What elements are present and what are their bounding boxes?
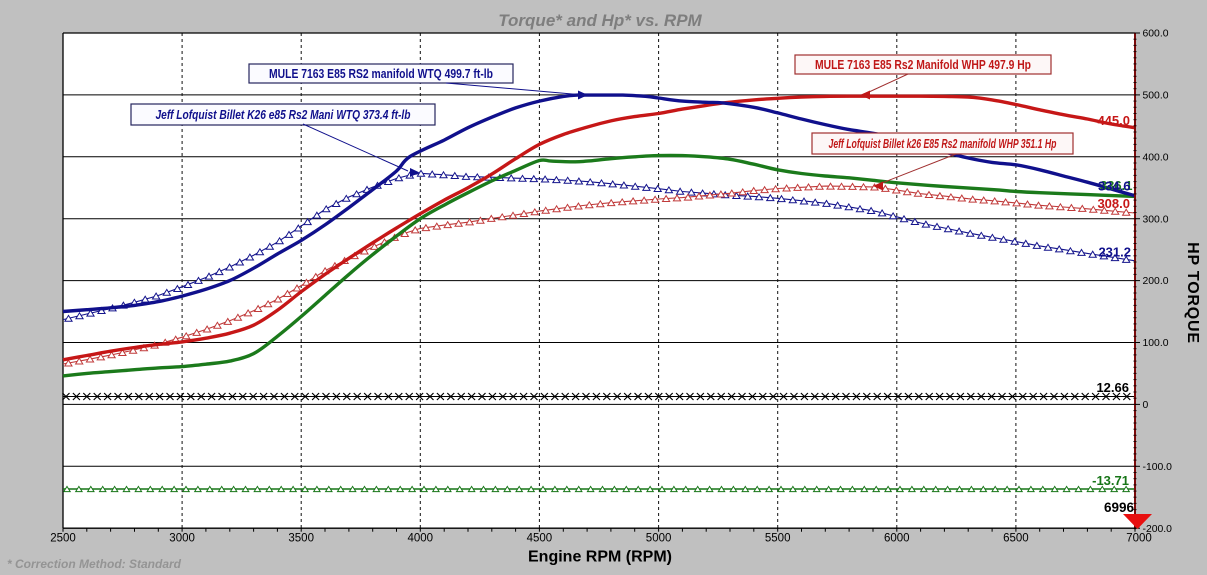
svg-text:-100.0: -100.0	[1143, 462, 1173, 473]
svg-text:336.1: 336.1	[1100, 178, 1133, 193]
svg-text:Jeff Lofquist Billet k26 E85 R: Jeff Lofquist Billet k26 E85 Rs2 manifol…	[829, 136, 1057, 151]
svg-text:6000: 6000	[884, 533, 910, 545]
svg-text:HP TORQUE: HP TORQUE	[1184, 242, 1201, 344]
svg-text:5500: 5500	[765, 533, 791, 545]
svg-text:* Correction Method: Standard: * Correction Method: Standard	[7, 557, 182, 571]
svg-text:334.6: 334.6	[1098, 179, 1131, 194]
svg-text:100.0: 100.0	[1143, 338, 1169, 349]
svg-text:400.0: 400.0	[1143, 152, 1169, 163]
svg-text:6500: 6500	[1003, 533, 1029, 545]
svg-text:Jeff Lofquist Billet K26 e85 R: Jeff Lofquist Billet K26 e85 Rs2 Mani WT…	[156, 107, 411, 122]
svg-text:MULE 7163 E85 RS2 manifold WTQ: MULE 7163 E85 RS2 manifold WTQ 499.7 ft-…	[269, 66, 493, 81]
svg-text:3000: 3000	[169, 533, 195, 545]
svg-text:5000: 5000	[646, 533, 672, 545]
svg-text:6996: 6996	[1104, 500, 1135, 515]
svg-text:0: 0	[1143, 400, 1149, 411]
svg-text:600.0: 600.0	[1143, 29, 1169, 40]
svg-text:-200.0: -200.0	[1143, 524, 1173, 535]
svg-text:Engine RPM (RPM): Engine RPM (RPM)	[528, 549, 672, 566]
svg-text:Torque* and Hp* vs. RPM: Torque* and Hp* vs. RPM	[498, 11, 702, 30]
svg-text:200.0: 200.0	[1143, 276, 1169, 287]
svg-text:500.0: 500.0	[1143, 91, 1169, 102]
svg-text:-13.71: -13.71	[1092, 473, 1129, 488]
svg-text:445.0: 445.0	[1097, 113, 1130, 128]
svg-text:MULE 7163 E85 Rs2 Manifold WHP: MULE 7163 E85 Rs2 Manifold WHP 497.9 Hp	[815, 57, 1031, 72]
svg-text:7000: 7000	[1126, 533, 1152, 545]
svg-text:4000: 4000	[408, 533, 434, 545]
svg-text:2500: 2500	[50, 533, 76, 545]
svg-text:12.66: 12.66	[1096, 380, 1129, 395]
svg-text:300.0: 300.0	[1143, 214, 1169, 225]
svg-text:231.2: 231.2	[1098, 245, 1131, 260]
svg-text:308.0: 308.0	[1097, 196, 1130, 211]
svg-text:3500: 3500	[288, 533, 314, 545]
svg-text:4500: 4500	[527, 533, 553, 545]
